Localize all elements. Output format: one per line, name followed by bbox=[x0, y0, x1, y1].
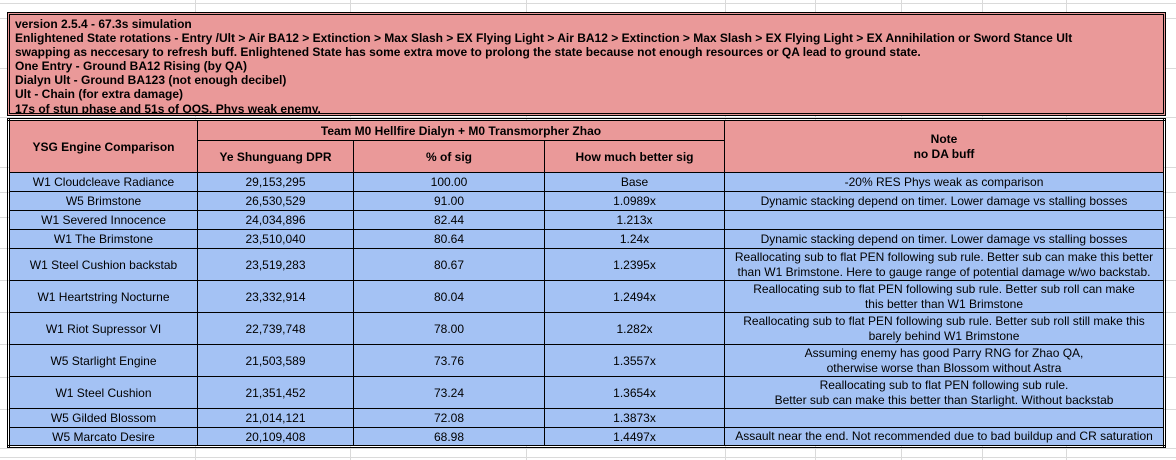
header-dpr[interactable]: Ye Shunguang DPR bbox=[197, 140, 354, 173]
note-cell[interactable]: Reallocating sub to flat PEN following s… bbox=[724, 376, 1165, 409]
notes-line-ult-chain: Ult - Chain (for extra damage) bbox=[15, 87, 184, 102]
pct-cell[interactable]: 82.44 bbox=[353, 210, 545, 230]
better-cell[interactable]: 1.282x bbox=[544, 312, 725, 345]
table-row: W5 Starlight Engine 21,503,589 73.76 1.3… bbox=[8, 344, 1165, 377]
notes-line-dialyn-ult: Dialyn Ult - Ground BA123 (not enough de… bbox=[15, 73, 287, 88]
better-cell[interactable]: 1.3557x bbox=[544, 344, 725, 377]
better-cell[interactable]: 1.0989x bbox=[544, 191, 725, 211]
note-cell[interactable]: Reallocating sub to flat PEN following s… bbox=[724, 248, 1165, 281]
better-cell[interactable]: 1.3654x bbox=[544, 376, 725, 409]
engine-cell[interactable]: W5 Starlight Engine bbox=[8, 344, 198, 377]
dpr-cell[interactable]: 20,109,408 bbox=[197, 427, 354, 447]
notes-line-one-entry: One Entry - Ground BA12 Rising (by QA) bbox=[15, 59, 248, 74]
note-cell[interactable] bbox=[724, 210, 1165, 230]
dpr-cell[interactable]: 22,739,748 bbox=[197, 312, 354, 345]
dpr-cell[interactable]: 21,351,452 bbox=[197, 376, 354, 409]
pct-cell[interactable]: 72.08 bbox=[353, 408, 545, 428]
better-cell[interactable]: 1.213x bbox=[544, 210, 725, 230]
table-row: W1 Riot Supressor VI 22,739,748 78.00 1.… bbox=[8, 312, 1165, 345]
better-cell[interactable]: 1.3873x bbox=[544, 408, 725, 428]
engine-cell[interactable]: W5 Marcato Desire bbox=[8, 427, 198, 447]
pct-cell[interactable]: 78.00 bbox=[353, 312, 545, 345]
note-cell[interactable]: Dynamic stacking depend on timer. Lower … bbox=[724, 191, 1165, 211]
better-cell[interactable]: 1.24x bbox=[544, 229, 725, 249]
table-row: W1 Severed Innocence 24,034,896 82.44 1.… bbox=[8, 210, 1165, 230]
table-row: W1 The Brimstone 23,510,040 80.64 1.24x … bbox=[8, 229, 1165, 249]
pct-cell[interactable]: 73.76 bbox=[353, 344, 545, 377]
engine-cell[interactable]: W5 Brimstone bbox=[8, 191, 198, 211]
better-cell[interactable]: 1.2395x bbox=[544, 248, 725, 281]
note-cell[interactable] bbox=[724, 408, 1165, 428]
pct-cell[interactable]: 73.24 bbox=[353, 376, 545, 409]
header-note[interactable]: Note no DA buff bbox=[724, 119, 1165, 173]
header-pct-of-sig[interactable]: % of sig bbox=[353, 140, 545, 173]
engine-cell[interactable]: W1 The Brimstone bbox=[8, 229, 198, 249]
better-cell[interactable]: 1.4497x bbox=[544, 427, 725, 447]
note-cell[interactable]: -20% RES Phys weak as comparison bbox=[724, 172, 1165, 192]
note-cell[interactable]: Dynamic stacking depend on timer. Lower … bbox=[724, 229, 1165, 249]
note-cell[interactable]: Assuming enemy has good Parry RNG for Zh… bbox=[724, 344, 1165, 377]
dpr-cell[interactable]: 21,014,121 bbox=[197, 408, 354, 428]
note-cell[interactable]: Reallocating sub to flat PEN following s… bbox=[724, 280, 1165, 313]
dpr-cell[interactable]: 24,034,896 bbox=[197, 210, 354, 230]
header-row-group: YSG Engine Comparison Team M0 Hellfire D… bbox=[8, 119, 1165, 173]
dpr-cell[interactable]: 29,153,295 bbox=[197, 172, 354, 192]
table-row: W1 Heartstring Nocturne 23,332,914 80.04… bbox=[8, 280, 1165, 313]
header-how-much-better[interactable]: How much better sig bbox=[544, 140, 725, 173]
notes-line-version: version 2.5.4 - 67.3s simulation bbox=[15, 17, 192, 31]
header-team[interactable]: Team M0 Hellfire Dialyn + M0 Transmorphe… bbox=[197, 119, 725, 141]
better-cell[interactable]: 1.2494x bbox=[544, 280, 725, 313]
dpr-cell[interactable]: 23,332,914 bbox=[197, 280, 354, 313]
notes-line-rotation: Enlightened State rotations - Entry /Ult… bbox=[15, 31, 1073, 46]
dpr-cell[interactable]: 23,510,040 bbox=[197, 229, 354, 249]
pct-cell[interactable]: 80.67 bbox=[353, 248, 545, 281]
dpr-cell[interactable]: 23,519,283 bbox=[197, 248, 354, 281]
dpr-cell[interactable]: 26,530,529 bbox=[197, 191, 354, 211]
note-cell[interactable]: Reallocating sub to flat PEN following s… bbox=[724, 312, 1165, 345]
engine-cell[interactable]: W1 Steel Cushion bbox=[8, 376, 198, 409]
pct-cell[interactable]: 68.98 bbox=[353, 427, 545, 447]
table-row: W5 Brimstone 26,530,529 91.00 1.0989x Dy… bbox=[8, 191, 1165, 211]
better-cell[interactable]: Base bbox=[544, 172, 725, 192]
engine-cell[interactable]: W1 Steel Cushion backstab bbox=[8, 248, 198, 281]
engine-cell[interactable]: W1 Severed Innocence bbox=[8, 210, 198, 230]
table-row: W1 Cloudcleave Radiance 29,153,295 100.0… bbox=[8, 172, 1165, 192]
header-engine-comparison[interactable]: YSG Engine Comparison bbox=[8, 119, 198, 173]
table-row: W5 Gilded Blossom 21,014,121 72.08 1.387… bbox=[8, 408, 1165, 428]
notes-line-rotation-cont: swapping as neccesary to refresh buff. E… bbox=[15, 45, 921, 60]
pct-cell[interactable]: 80.04 bbox=[353, 280, 545, 313]
dpr-cell[interactable]: 21,503,589 bbox=[197, 344, 354, 377]
engine-cell[interactable]: W1 Heartstring Nocturne bbox=[8, 280, 198, 313]
engine-comparison-table: YSG Engine Comparison Team M0 Hellfire D… bbox=[7, 118, 1166, 448]
engine-cell[interactable]: W1 Cloudcleave Radiance bbox=[8, 172, 198, 192]
note-cell[interactable]: Assault near the end. Not recommended du… bbox=[724, 427, 1165, 447]
pct-cell[interactable]: 80.64 bbox=[353, 229, 545, 249]
engine-cell[interactable]: W5 Gilded Blossom bbox=[8, 408, 198, 428]
pct-cell[interactable]: 91.00 bbox=[353, 191, 545, 211]
table-row: W5 Marcato Desire 20,109,408 68.98 1.449… bbox=[8, 427, 1165, 447]
simulation-notes-box[interactable]: version 2.5.4 - 67.3s simulation Enlight… bbox=[7, 12, 1166, 116]
notes-line-phase: 17s of stun phase and 51s of OOS. Phys w… bbox=[15, 101, 321, 116]
table-row: W1 Steel Cushion backstab 23,519,283 80.… bbox=[8, 248, 1165, 281]
engine-cell[interactable]: W1 Riot Supressor VI bbox=[8, 312, 198, 345]
table-row: W1 Steel Cushion 21,351,452 73.24 1.3654… bbox=[8, 376, 1165, 409]
pct-cell[interactable]: 100.00 bbox=[353, 172, 545, 192]
header-row-sub: Ye Shunguang DPR % of sig How much bette… bbox=[9, 140, 1165, 173]
